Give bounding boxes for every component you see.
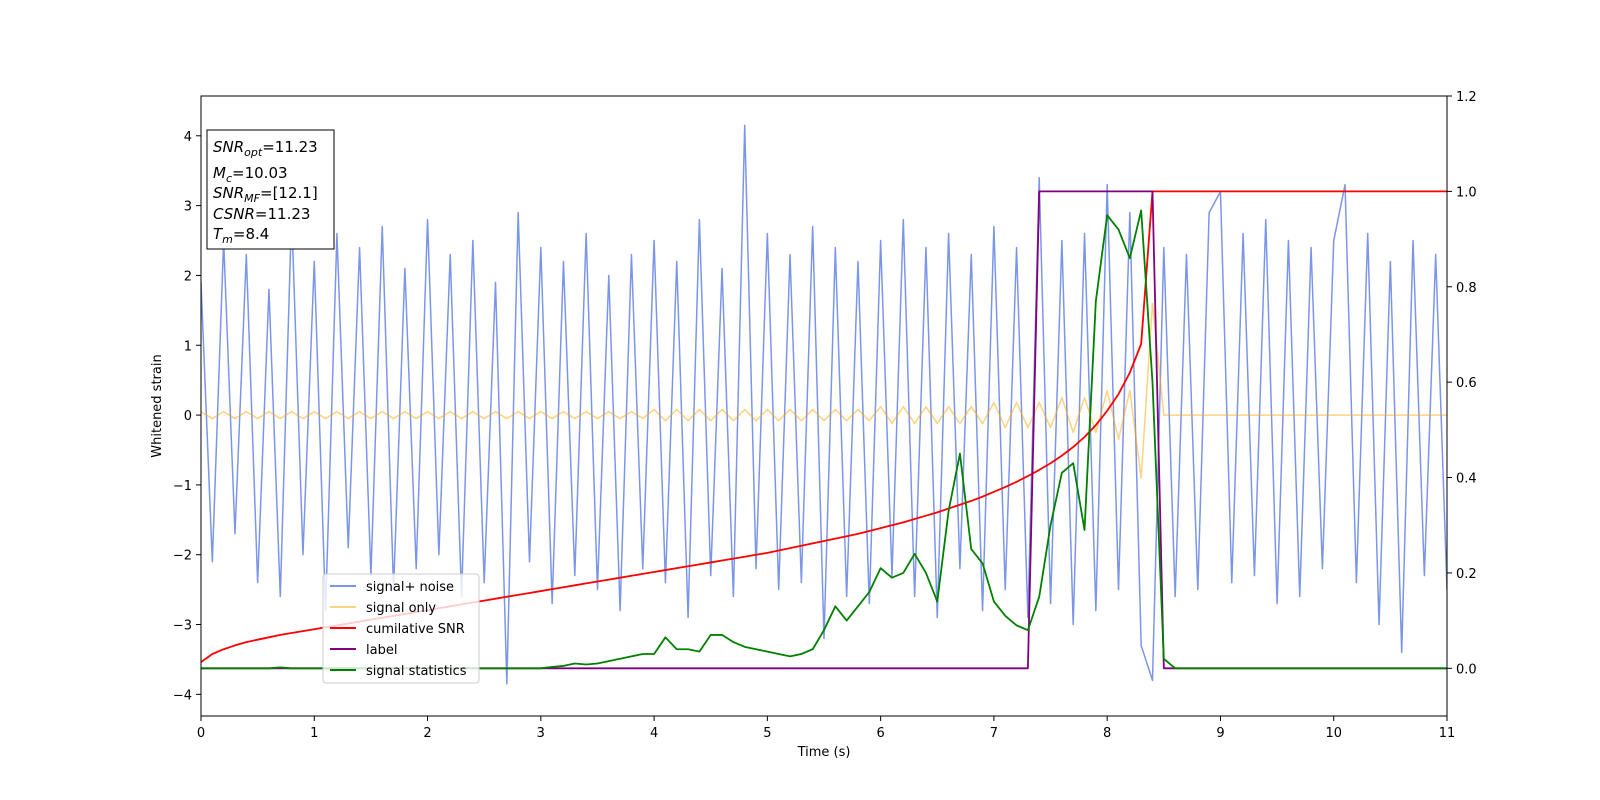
y2-tick-label: 0.6 [1456, 376, 1477, 391]
y-tick-label: −2 [173, 549, 192, 564]
legend-label: label [366, 643, 397, 658]
legend: signal+ noise signal only cumilative SNR la… [322, 573, 480, 684]
y2-tick-label: 0.8 [1456, 281, 1477, 296]
annotation-symbol: SNR [213, 184, 244, 202]
x-tick-label: 6 [876, 726, 884, 741]
y2-tick-label: 1.2 [1456, 90, 1477, 105]
legend-label: signal statistics [366, 664, 467, 679]
annotation-line: Tm=8.4 [213, 225, 269, 246]
y-tick-label: 1 [184, 339, 192, 354]
y-tick-label: 3 [184, 200, 192, 215]
x-tick-label: 2 [423, 726, 431, 741]
annotation-value: =11.23 [255, 205, 311, 223]
annotation-symbol: SNR [213, 138, 244, 156]
annotation-value: =10.03 [232, 164, 288, 182]
annotation-symbol: T [213, 225, 224, 243]
annotation-value: =11.23 [262, 138, 318, 156]
y2-tick-label: 0.0 [1456, 662, 1477, 677]
annotation-subscript: c [226, 172, 232, 185]
x-tick-label: 8 [1103, 726, 1111, 741]
annotation-line: CSNR=11.23 [213, 205, 310, 223]
y-tick-label: 4 [184, 130, 192, 145]
y2-tick-label: 1.0 [1456, 185, 1477, 200]
x-tick-label: 10 [1325, 726, 1342, 741]
annotation-line: SNRopt=11.23 [213, 138, 318, 159]
annotation-line: Mc=10.03 [213, 164, 288, 185]
y2-tick-label: 0.2 [1456, 567, 1477, 582]
y-tick-label: 0 [184, 409, 192, 424]
y-tick-label: −4 [173, 688, 192, 703]
y-tick-label: −1 [173, 479, 192, 494]
annotation-subscript: MF [244, 192, 260, 205]
legend-box [322, 573, 480, 684]
annotation-symbol: M [213, 164, 226, 182]
y-tick-label: 2 [184, 269, 192, 284]
x-tick-label: 3 [537, 726, 545, 741]
annotation-value: =[12.1] [260, 184, 318, 202]
x-tick-label: 9 [1216, 726, 1224, 741]
series-line [201, 124, 1447, 685]
x-tick-label: 4 [650, 726, 658, 741]
x-tick-label: 0 [197, 726, 205, 741]
y2-tick-label: 0.4 [1456, 472, 1477, 487]
legend-label: signal+ noise [366, 580, 454, 595]
x-axis-label: Time (s) [797, 745, 851, 760]
x-tick-label: 7 [990, 726, 998, 741]
annotation-subscript: m [222, 233, 233, 246]
annotation-symbol: CSNR [213, 205, 255, 223]
x-tick-label: 1 [310, 726, 318, 741]
x-tick-label: 11 [1439, 726, 1456, 741]
axes-frame [200, 95, 1448, 717]
annotation-subscript: opt [244, 146, 263, 159]
legend-label: signal only [366, 601, 436, 616]
y-tick-label: −3 [173, 619, 192, 634]
annotation-line: SNRMF=[12.1] [213, 184, 318, 205]
y-axis-label: Whitened strain [150, 354, 165, 457]
series-line [201, 302, 1447, 479]
x-tick-label: 5 [763, 726, 771, 741]
annotation-value: =8.4 [233, 225, 269, 243]
legend-label: cumilative SNR [366, 622, 465, 637]
annotation-box [206, 129, 335, 250]
